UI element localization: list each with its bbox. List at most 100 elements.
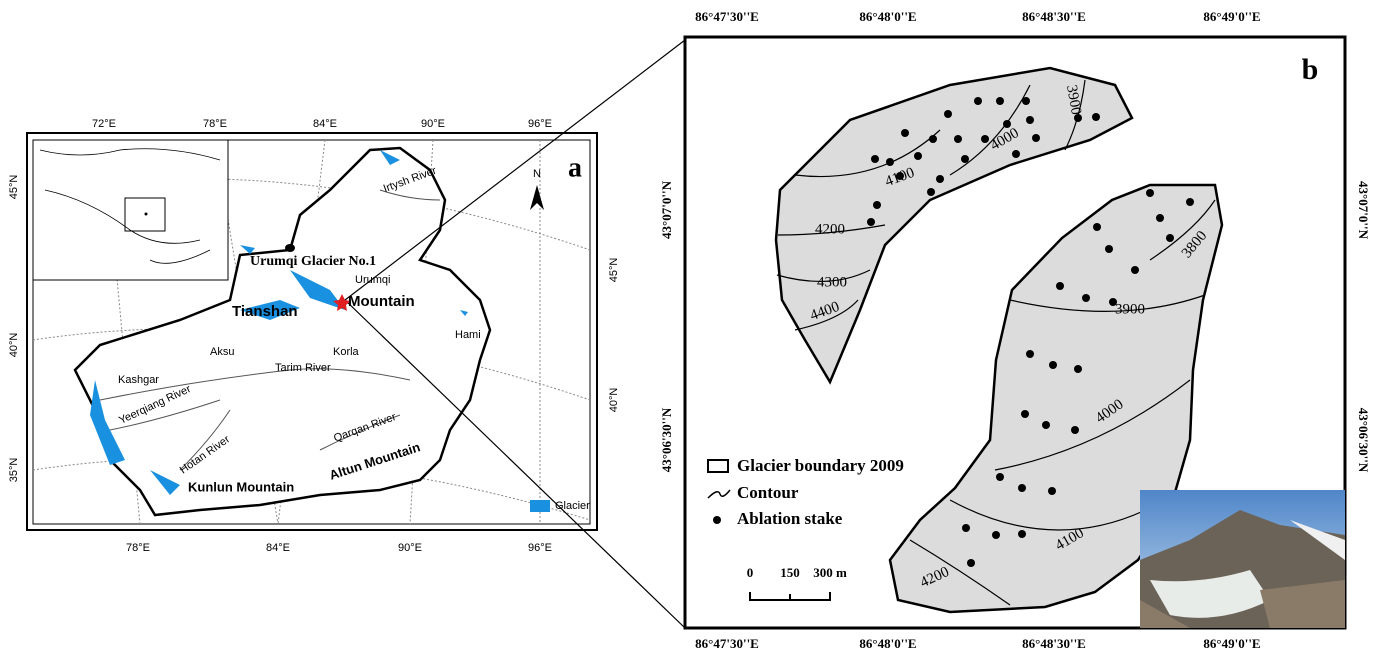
- river: Tarim River: [275, 362, 331, 374]
- legend-label: Glacier: [555, 500, 590, 512]
- ablation-stake: [1131, 266, 1139, 274]
- ablation-stake: [1105, 245, 1113, 253]
- ablation-stake: [927, 188, 935, 196]
- panel-b: b 86°47'30''E 86°48'0''E 86°48'30''E 86°…: [659, 9, 1371, 651]
- bottom-tick: 84°E: [266, 542, 290, 554]
- left-tick: 43°07'0''N: [659, 180, 674, 239]
- ablation-stake: [1092, 113, 1100, 121]
- right-tick: 43°07'0''N: [1356, 181, 1371, 240]
- ablation-stake: [1146, 189, 1154, 197]
- ablation-stake: [1042, 421, 1050, 429]
- inset-map: [33, 140, 228, 280]
- ablation-stake: [954, 135, 962, 143]
- ablation-stake: [873, 201, 881, 209]
- north-label: N: [533, 168, 541, 180]
- bottom-tick: 86°48'30''E: [1022, 636, 1086, 651]
- contour-label: 3900: [1115, 301, 1145, 317]
- ablation-stake: [1018, 484, 1026, 492]
- right-tick: 40°N: [608, 388, 620, 413]
- ablation-stake: [1186, 198, 1194, 206]
- left-tick: 35°N: [8, 458, 20, 483]
- scale-label: 300 m: [813, 565, 847, 580]
- ablation-stake: [1093, 223, 1101, 231]
- top-tick: 96°E: [528, 118, 552, 130]
- ablation-stake: [967, 559, 975, 567]
- top-tick: 90°E: [421, 118, 445, 130]
- ablation-stake: [871, 155, 879, 163]
- left-tick: 43°06'30''N: [659, 407, 674, 472]
- ablation-stake: [901, 129, 909, 137]
- bottom-tick: 86°48'0''E: [859, 636, 916, 651]
- ablation-stake: [1026, 350, 1034, 358]
- ablation-stake: [1056, 282, 1064, 290]
- ablation-stake: [996, 97, 1004, 105]
- bottom-tick: 78°E: [126, 542, 150, 554]
- bottom-tick: 86°49'0''E: [1203, 636, 1260, 651]
- left-tick: 45°N: [8, 175, 20, 200]
- legend-label: Glacier boundary 2009: [737, 456, 904, 475]
- ablation-stake: [1074, 114, 1082, 122]
- ablation-stake: [1074, 365, 1082, 373]
- top-tick: 86°49'0''E: [1203, 9, 1260, 24]
- legend-label: Contour: [737, 483, 799, 502]
- bottom-tick: 96°E: [528, 542, 552, 554]
- glacier-name: Urumqi Glacier No.1: [250, 254, 376, 269]
- scale-label: 150: [780, 565, 800, 580]
- ablation-stake: [1021, 410, 1029, 418]
- ablation-stake: [1048, 487, 1056, 495]
- top-tick: 78°E: [203, 118, 227, 130]
- ablation-stake: [996, 473, 1004, 481]
- city: Hami: [455, 329, 481, 341]
- ablation-stake: [936, 175, 944, 183]
- city: Aksu: [210, 346, 234, 358]
- legend-stake: [713, 516, 721, 524]
- city: Urumqi: [355, 274, 390, 286]
- mountain: Kunlun Mountain: [188, 479, 294, 494]
- figure: a N 72°E 78°E 84°E 90°E 96°E 78°E 84°E 9…: [0, 0, 1381, 655]
- top-tick: 72°E: [92, 118, 116, 130]
- panel-label: b: [1302, 53, 1319, 86]
- ablation-stake: [867, 218, 875, 226]
- ablation-stake: [914, 152, 922, 160]
- right-tick: 43°06'30''N: [1356, 408, 1371, 473]
- ablation-stake: [944, 110, 952, 118]
- top-tick: 86°47'30''E: [695, 9, 759, 24]
- location-marker: [285, 244, 295, 252]
- left-tick: 40°N: [8, 333, 20, 358]
- bottom-tick: 86°47'30''E: [695, 636, 759, 651]
- ablation-stake: [1022, 97, 1030, 105]
- photo: [1140, 490, 1345, 628]
- ablation-stake: [1166, 234, 1174, 242]
- inset-point: [145, 213, 148, 216]
- mountain: Mountain: [348, 293, 415, 310]
- ablation-stake: [886, 158, 894, 166]
- ablation-stake: [1071, 426, 1079, 434]
- panel-a: a N 72°E 78°E 84°E 90°E 96°E 78°E 84°E 9…: [8, 40, 685, 628]
- top-tick: 86°48'0''E: [859, 9, 916, 24]
- contour-label: 4200: [815, 221, 845, 237]
- legend-swatch: [530, 500, 550, 512]
- city: Kashgar: [118, 374, 159, 386]
- ablation-stake: [1156, 214, 1164, 222]
- top-tick: 86°48'30''E: [1022, 9, 1086, 24]
- ablation-stake: [961, 155, 969, 163]
- bottom-tick: 90°E: [398, 542, 422, 554]
- right-tick: 45°N: [608, 258, 620, 283]
- scale-label: 0: [747, 565, 754, 580]
- ablation-stake: [1018, 530, 1026, 538]
- contour-label: 4300: [817, 274, 847, 290]
- ablation-stake: [962, 524, 970, 532]
- ablation-stake: [1082, 294, 1090, 302]
- ablation-stake: [992, 531, 1000, 539]
- ablation-stake: [974, 97, 982, 105]
- ablation-stake: [1012, 150, 1020, 158]
- panel-label: a: [568, 152, 582, 183]
- city: Korla: [333, 346, 360, 358]
- top-tick: 84°E: [313, 118, 337, 130]
- ablation-stake: [1049, 361, 1057, 369]
- mountain: Tianshan: [232, 303, 298, 320]
- ablation-stake: [1032, 134, 1040, 142]
- legend-label: Ablation stake: [737, 509, 843, 528]
- ablation-stake: [929, 135, 937, 143]
- ablation-stake: [1026, 116, 1034, 124]
